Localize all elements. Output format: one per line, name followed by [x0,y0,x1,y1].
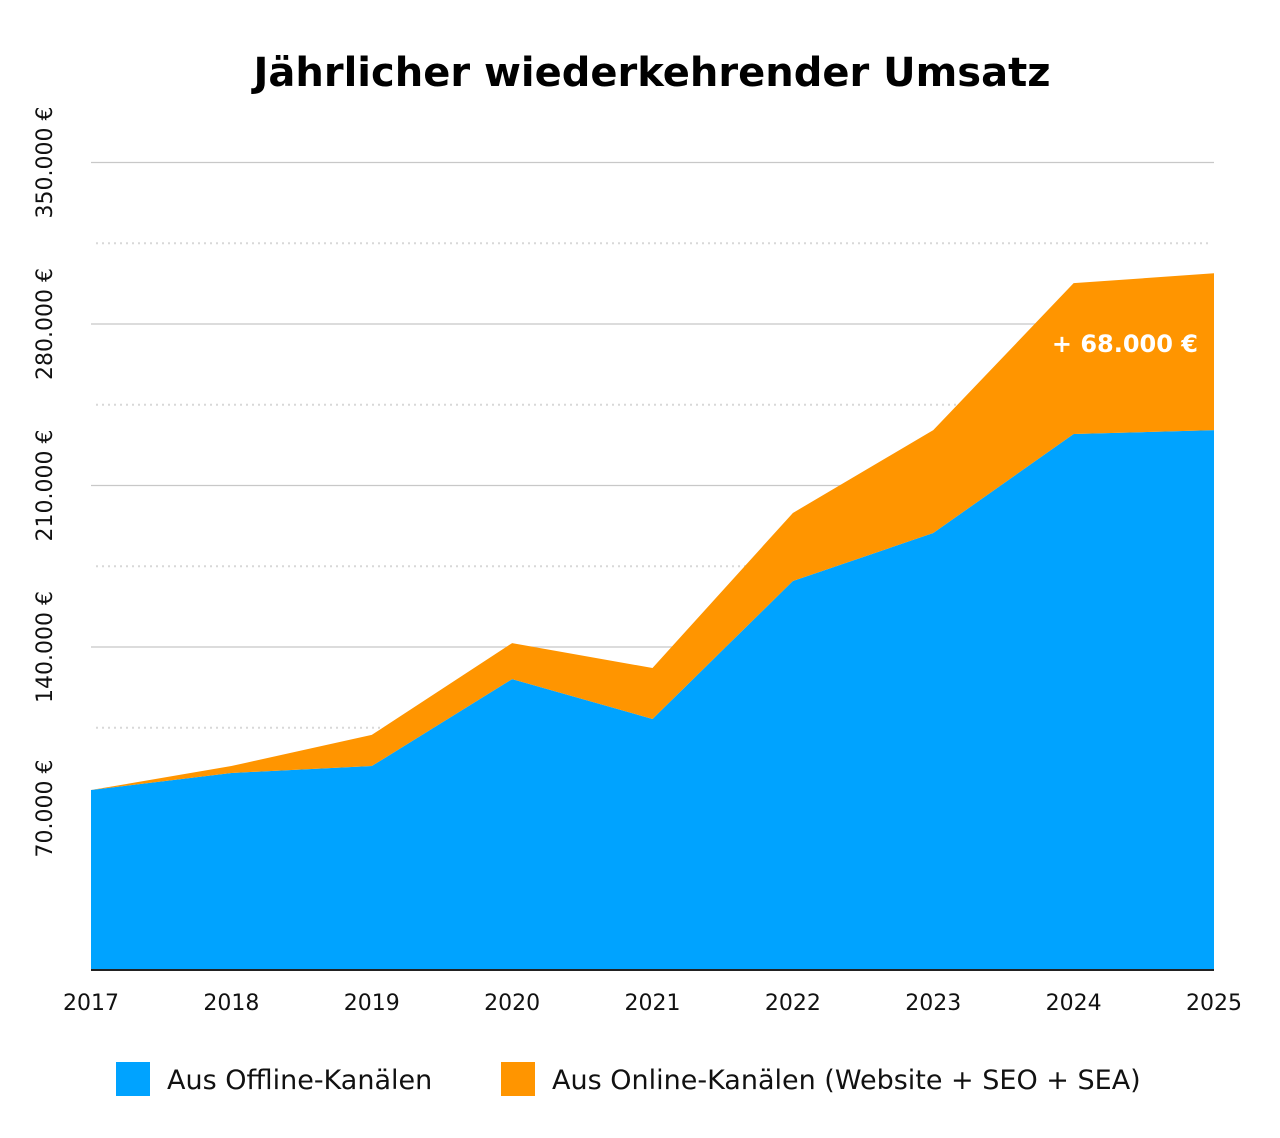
x-tick-label: 2019 [344,991,400,1016]
x-tick-label: 2021 [625,991,681,1016]
area-series-1 [91,273,1214,791]
legend-label-online: Aus Online-Kanälen (Website + SEO + SEA) [552,1065,1141,1096]
legend-label-offline: Aus Offline-Kanälen [167,1065,432,1096]
y-tick-label: 350.000 € [33,107,58,219]
x-tick-label: 2022 [765,991,821,1016]
y-tick-label: 140.000 € [33,591,58,703]
chart-title: Jährlicher wiederkehrender Umsatz [251,50,1051,96]
y-tick-label: 280.000 € [33,268,58,380]
x-tick-label: 2025 [1186,991,1242,1016]
y-tick-label: 70.000 € [33,760,58,858]
legend-swatch-online [501,1062,535,1096]
annotation-label: + 68.000 € [1052,330,1198,358]
x-tick-label: 2023 [905,991,961,1016]
area-series-0 [91,430,1214,971]
x-tick-label: 2017 [63,991,119,1016]
x-tick-label: 2020 [484,991,540,1016]
y-tick-label: 210.000 € [33,430,58,542]
legend-swatch-offline [116,1062,150,1096]
legend: Aus Offline-Kanälen Aus Online-Kanälen (… [116,1062,1141,1096]
x-tick-label: 2024 [1046,991,1102,1016]
x-tick-label: 2018 [203,991,259,1016]
